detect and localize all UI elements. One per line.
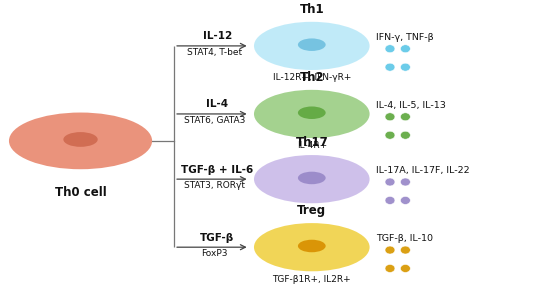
Ellipse shape <box>400 197 410 204</box>
Ellipse shape <box>385 178 395 186</box>
Ellipse shape <box>400 131 410 139</box>
Ellipse shape <box>400 45 410 53</box>
Text: STAT6, GATA3: STAT6, GATA3 <box>184 116 245 125</box>
Ellipse shape <box>385 264 395 273</box>
Text: Th2: Th2 <box>300 71 324 84</box>
Ellipse shape <box>254 155 370 203</box>
Text: IL-12R+, IFN-γR+: IL-12R+, IFN-γR+ <box>273 73 351 82</box>
Ellipse shape <box>400 178 410 186</box>
Text: TGF-β + IL‑6: TGF-β + IL‑6 <box>181 165 253 175</box>
Ellipse shape <box>63 132 98 147</box>
Ellipse shape <box>254 90 370 138</box>
Text: IFN-γ, TNF-β: IFN-γ, TNF-β <box>376 33 434 42</box>
Text: FoxP3: FoxP3 <box>201 249 228 258</box>
Text: IL-4: IL-4 <box>206 99 229 110</box>
Text: Th0 cell: Th0 cell <box>55 186 107 199</box>
Text: TGF-β, IL-10: TGF-β, IL-10 <box>376 234 433 243</box>
Text: STAT4, T-bet: STAT4, T-bet <box>187 48 242 57</box>
Ellipse shape <box>400 264 410 273</box>
Ellipse shape <box>298 38 326 51</box>
Text: TGF-β1R+, IL2R+: TGF-β1R+, IL2R+ <box>273 275 351 284</box>
Ellipse shape <box>385 131 395 139</box>
Ellipse shape <box>400 246 410 254</box>
Text: Th1: Th1 <box>300 3 324 16</box>
Ellipse shape <box>385 63 395 71</box>
Text: STAT3, RORγt: STAT3, RORγt <box>184 181 245 190</box>
Ellipse shape <box>385 246 395 254</box>
Ellipse shape <box>298 172 326 184</box>
Ellipse shape <box>400 63 410 71</box>
Ellipse shape <box>254 22 370 70</box>
Ellipse shape <box>385 113 395 121</box>
Text: Th17: Th17 <box>295 136 328 149</box>
Ellipse shape <box>385 197 395 204</box>
Text: TGF-β: TGF-β <box>200 233 235 243</box>
Ellipse shape <box>385 45 395 53</box>
Ellipse shape <box>298 106 326 119</box>
Ellipse shape <box>400 113 410 121</box>
Text: IL-12: IL-12 <box>203 32 232 41</box>
Ellipse shape <box>9 112 152 169</box>
Text: IL-4R+: IL-4R+ <box>297 141 327 151</box>
Text: IL-17A, IL-17F, IL-22: IL-17A, IL-17F, IL-22 <box>376 166 470 175</box>
Ellipse shape <box>298 240 326 252</box>
Ellipse shape <box>254 223 370 271</box>
Text: Treg: Treg <box>297 204 326 217</box>
Text: IL-4, IL-5, IL-13: IL-4, IL-5, IL-13 <box>376 101 446 110</box>
